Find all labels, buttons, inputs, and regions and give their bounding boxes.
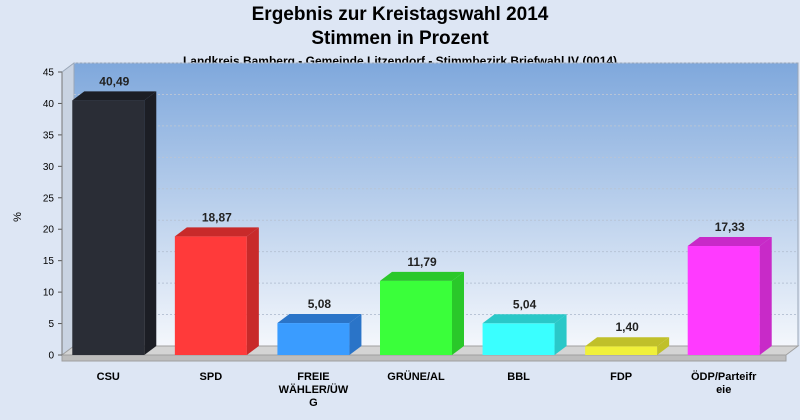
y-tick-label: 20 [43, 225, 55, 236]
bar-front [277, 323, 350, 355]
y-tick-label: 40 [43, 99, 55, 110]
bar: 18,87 [174, 210, 259, 355]
y-tick-label: 45 [43, 68, 55, 79]
plot-floor-edge [61, 354, 787, 362]
bar-side [246, 227, 259, 355]
bar-value-label: 1,40 [615, 320, 639, 334]
x-tick-label: GRÜNE/AL [387, 370, 445, 383]
bar-front [380, 280, 452, 355]
bar-side [759, 237, 772, 355]
bar-front [687, 246, 760, 355]
y-axis-label: % [12, 212, 24, 222]
chart-title: Ergebnis zur Kreistagswahl 2014 [251, 4, 549, 25]
y-tick-label: 30 [43, 162, 55, 173]
chart-subtitle: Stimmen in Prozent [311, 28, 489, 49]
bar-side [144, 91, 157, 356]
y-tick-label: 0 [48, 351, 54, 362]
bar-front [585, 346, 658, 355]
bar-front [72, 100, 145, 356]
y-tick-label: 15 [43, 256, 55, 267]
bar-value-label: 40,49 [99, 74, 129, 88]
bar: 5,04 [482, 297, 567, 355]
bar-top [687, 237, 772, 247]
x-tick-label: FREIE WÄHLER/ÜW G [279, 371, 349, 409]
bar-top [585, 337, 670, 347]
y-tick-label: 35 [43, 130, 55, 141]
x-tick-label: BBL [507, 371, 530, 383]
bar-value-label: 11,79 [407, 255, 437, 269]
bar-front [174, 236, 247, 355]
bar: 5,08 [277, 297, 362, 355]
bar-top [72, 91, 157, 101]
x-tick-label: CSU [97, 371, 120, 383]
x-tick-label: FDP [610, 371, 632, 383]
bar-side [349, 314, 362, 355]
bar-value-label: 17,33 [715, 220, 745, 234]
bar-side [452, 271, 464, 355]
bar-side [554, 314, 567, 355]
x-tick-label: ÖDP/Parteifr eie [691, 370, 757, 396]
y-tick-label: 25 [43, 193, 55, 204]
bar: 40,49 [72, 74, 157, 356]
bar: 1,40 [585, 320, 670, 355]
y-tick-label: 5 [48, 319, 54, 330]
bar: 17,33 [687, 220, 772, 355]
bar-top [380, 271, 464, 281]
bar-value-label: 5,04 [513, 297, 537, 311]
bar-value-label: 18,87 [202, 210, 232, 224]
bar-top [174, 227, 259, 237]
bar-side [657, 337, 670, 355]
bar-top [277, 314, 362, 324]
y-tick-label: 10 [43, 288, 55, 299]
x-tick-label: SPD [200, 371, 223, 383]
bar-top [482, 314, 567, 324]
bar: 11,79 [380, 255, 464, 355]
bar-value-label: 5,08 [308, 297, 332, 311]
bar-front [482, 323, 555, 355]
plot-left-wall [61, 62, 75, 356]
